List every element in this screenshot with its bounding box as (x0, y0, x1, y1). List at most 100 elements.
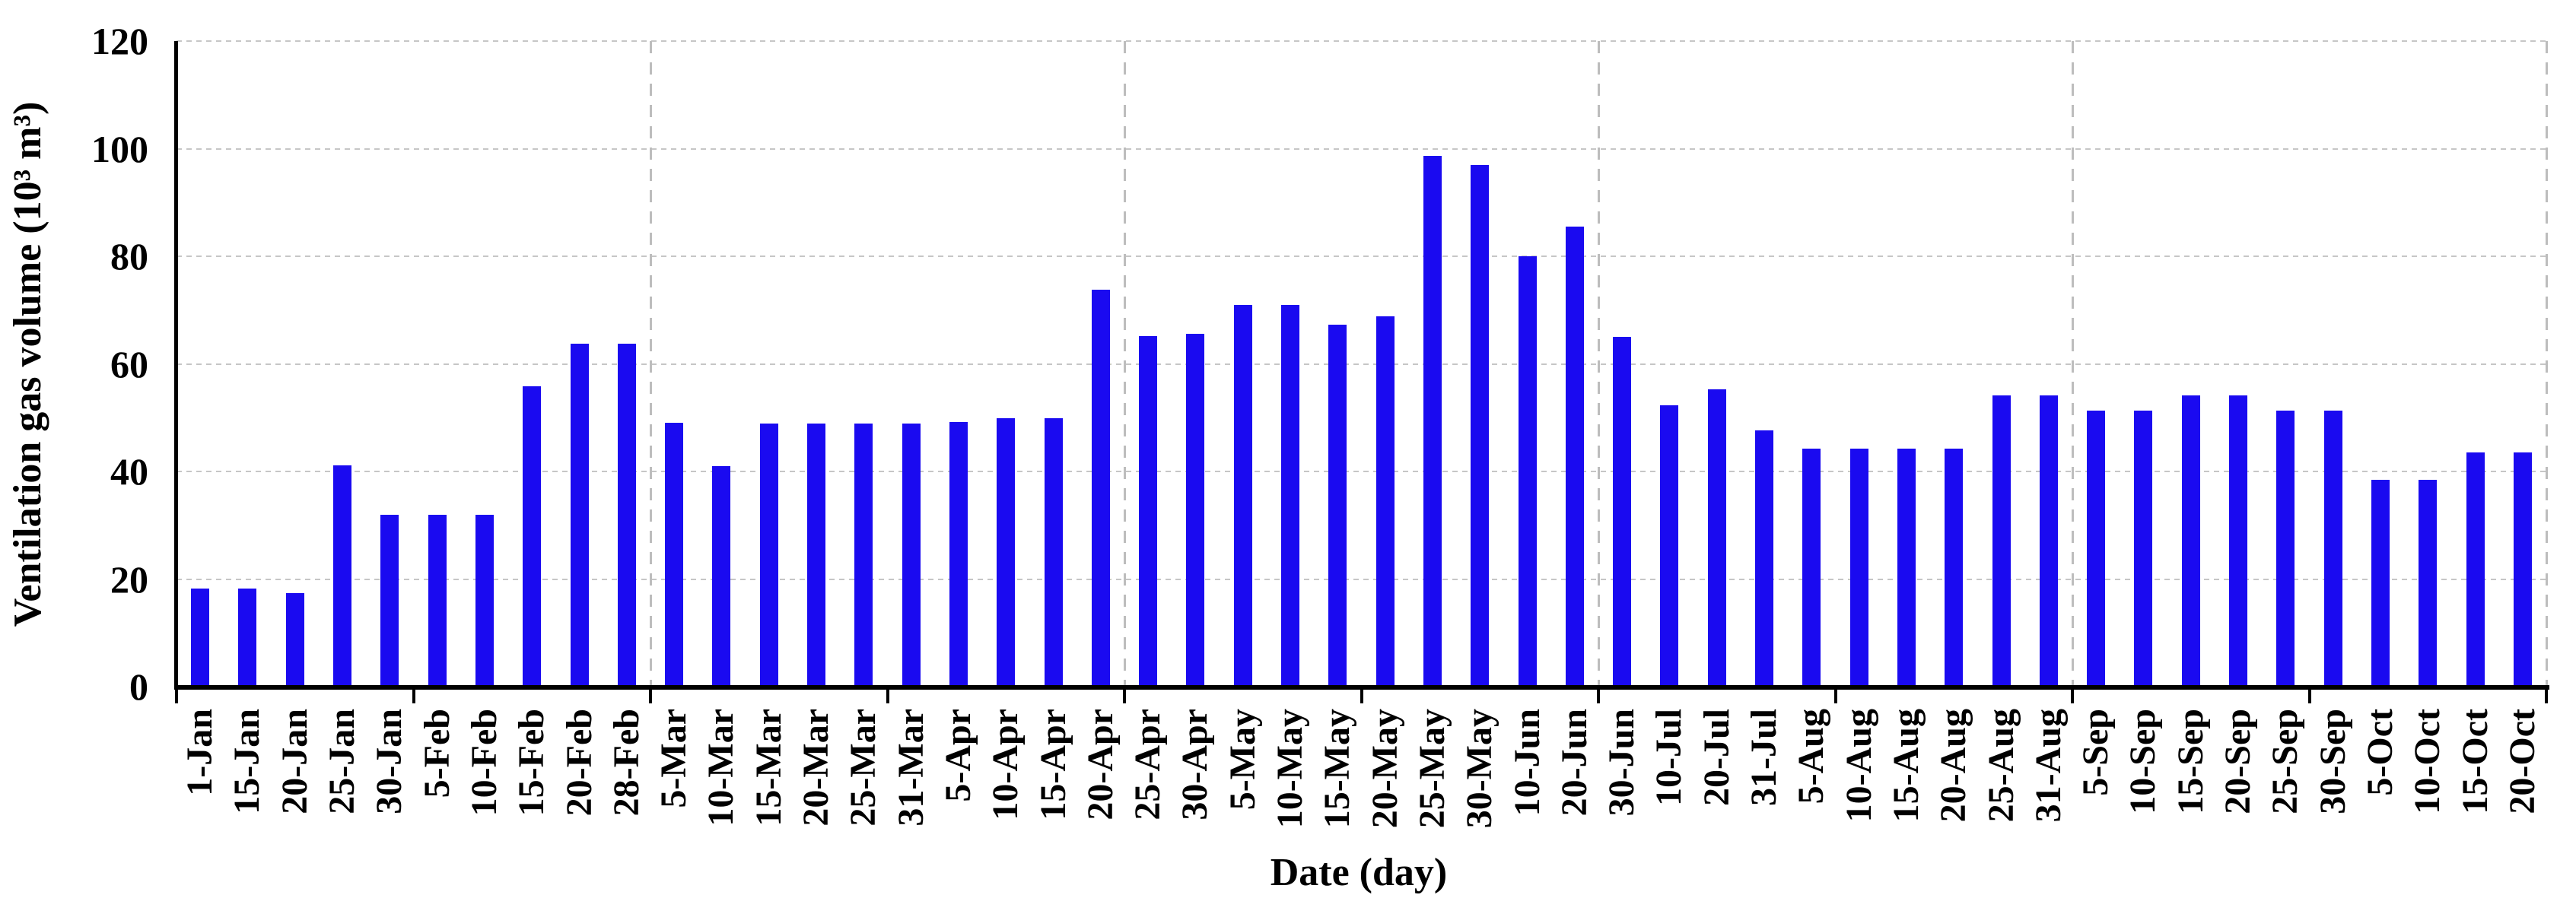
bar (1423, 156, 1442, 687)
x-tick-label: 15-Apr (1032, 709, 1073, 820)
h-gridline (177, 148, 2546, 150)
v-divider-gridline (649, 41, 652, 690)
x-tick-label: 15-Aug (1885, 709, 1926, 823)
bar (2181, 395, 2200, 687)
x-tick-label: 20-Sep (2218, 709, 2259, 814)
y-tick-label: 80 (110, 235, 148, 278)
x-tick-label: 10-Sep (2123, 709, 2164, 814)
bar (523, 386, 542, 687)
bar (997, 417, 1016, 687)
bar (285, 592, 304, 687)
x-tick-label: 28-Feb (606, 709, 647, 817)
v-divider-gridline (2545, 41, 2548, 690)
x-tick-label: 5-Apr (937, 709, 978, 802)
bar (1091, 289, 1110, 687)
h-gridline (177, 471, 2546, 472)
v-divider-gridline (2071, 41, 2074, 690)
v-divider-gridline (1597, 41, 1600, 690)
x-tick-label: 15-Jan (227, 709, 268, 814)
bar (1328, 324, 1347, 687)
y-tick-label: 120 (91, 20, 148, 62)
x-tick-label: 15-Oct (2454, 709, 2495, 814)
x-axis-tick (1360, 690, 1363, 703)
bar (333, 465, 352, 687)
x-tick-label: 5-Mar (654, 709, 695, 808)
x-tick-label: 1-Jan (180, 709, 221, 796)
bar (1660, 405, 1679, 687)
x-tick-label: 25-Mar (843, 709, 884, 827)
bar (617, 343, 636, 687)
bar (2513, 452, 2532, 687)
bar (665, 422, 684, 687)
y-tick-label: 40 (110, 450, 148, 493)
bar (570, 343, 589, 687)
bar (1044, 417, 1063, 687)
h-gridline (177, 255, 2546, 257)
x-tick-label: 20-Apr (1080, 709, 1121, 820)
x-tick-label: 10-Apr (985, 709, 1026, 820)
bar (475, 515, 494, 687)
x-tick-label: 30-Jun (1601, 709, 1643, 817)
x-tick-label: 10-Jul (1649, 709, 1690, 807)
x-axis-tick (1597, 690, 1600, 703)
x-tick-label: 10-Oct (2407, 709, 2448, 814)
bar (1849, 449, 1868, 687)
bar (854, 424, 873, 687)
bar (1565, 227, 1584, 687)
x-axis-tick (2071, 690, 2074, 703)
x-tick-label: 30-Sep (2312, 709, 2353, 814)
bar (1613, 337, 1632, 687)
x-axis-tick (886, 690, 889, 703)
bar (1755, 430, 1774, 687)
x-tick-label: 10-Mar (701, 709, 742, 827)
y-tick-label: 60 (110, 342, 148, 386)
bar (807, 424, 826, 687)
bar (2276, 411, 2295, 687)
x-tick-label: 10-Aug (1838, 709, 1879, 823)
y-tick-label: 0 (129, 665, 148, 708)
x-axis-tick (1123, 690, 1126, 703)
bar (759, 424, 778, 687)
bar (2323, 411, 2342, 687)
x-tick-label: 15-Sep (2170, 709, 2211, 814)
h-gridline (177, 578, 2546, 580)
x-axis-title: Date (day) (1270, 851, 1448, 894)
h-gridline (177, 40, 2546, 42)
bar (2371, 480, 2390, 687)
bar (1281, 305, 1300, 687)
bar (238, 589, 257, 687)
x-tick-label: 10-Feb (463, 709, 504, 817)
bar (428, 515, 447, 687)
bar (1945, 449, 1964, 687)
x-tick-label: 5-Oct (2359, 709, 2400, 796)
bar (2229, 395, 2248, 687)
bar (380, 515, 399, 687)
x-tick-label: 20-Oct (2501, 709, 2543, 814)
x-tick-label: 20-Jul (1696, 709, 1737, 807)
bar (2466, 452, 2485, 687)
bar (1518, 256, 1537, 687)
x-axis-line (174, 685, 2549, 690)
x-tick-label: 15-Mar (748, 709, 789, 827)
bar (1139, 335, 1158, 687)
bar (1707, 389, 1726, 687)
x-axis-tick (2307, 690, 2311, 703)
x-tick-label: 20-Mar (796, 709, 837, 827)
bar (1186, 333, 1205, 687)
x-tick-label: 25-Jan (322, 709, 363, 814)
bar (1375, 316, 1395, 687)
x-tick-label: 20-Aug (1933, 709, 1974, 823)
bar (2039, 395, 2058, 687)
bar (1471, 164, 1490, 687)
bar (191, 589, 210, 687)
x-tick-label: 20-Feb (558, 709, 599, 817)
bar (2087, 411, 2106, 687)
x-tick-label: 5-Sep (2075, 709, 2116, 796)
x-tick-label: 31-Mar (890, 709, 931, 827)
x-tick-label: 20-Jan (274, 709, 315, 814)
bar (712, 465, 731, 687)
x-tick-label: 31-Aug (2027, 709, 2069, 823)
v-divider-gridline (1123, 41, 1126, 690)
x-axis-tick (2545, 690, 2548, 703)
